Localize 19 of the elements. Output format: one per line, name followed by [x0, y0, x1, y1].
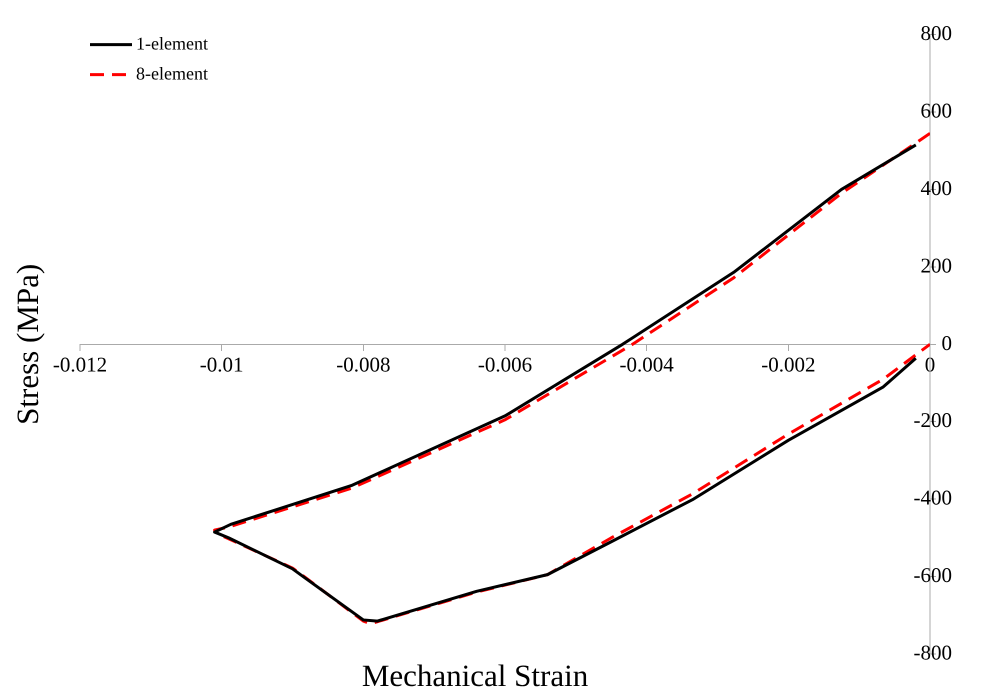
- x-tick-label: -0.01: [200, 352, 244, 376]
- x-tick-label: -0.006: [478, 352, 532, 376]
- y-axis-title: Stress (MPa): [10, 264, 46, 425]
- x-tick-label: -0.012: [52, 352, 108, 376]
- y-tick-label: 600: [920, 98, 952, 123]
- y-tick-label: 800: [920, 21, 952, 46]
- legend-label: 1-element: [136, 33, 208, 54]
- y-tick-label: 0: [942, 330, 952, 355]
- x-tick-label: -0.008: [336, 352, 390, 376]
- legend-label: 8-element: [136, 63, 208, 84]
- y-tick-label: 200: [920, 253, 952, 278]
- x-tick-label: -0.002: [761, 352, 816, 376]
- x-axis-title: Mechanical Strain: [362, 658, 589, 693]
- y-tick-label: -400: [914, 486, 952, 510]
- x-tick-label: -0.004: [620, 352, 674, 376]
- y-tick-label: -200: [914, 408, 952, 432]
- y-tick-label: -800: [914, 640, 952, 665]
- y-tick-label: -600: [914, 563, 952, 588]
- y-tick-label: 400: [920, 176, 952, 200]
